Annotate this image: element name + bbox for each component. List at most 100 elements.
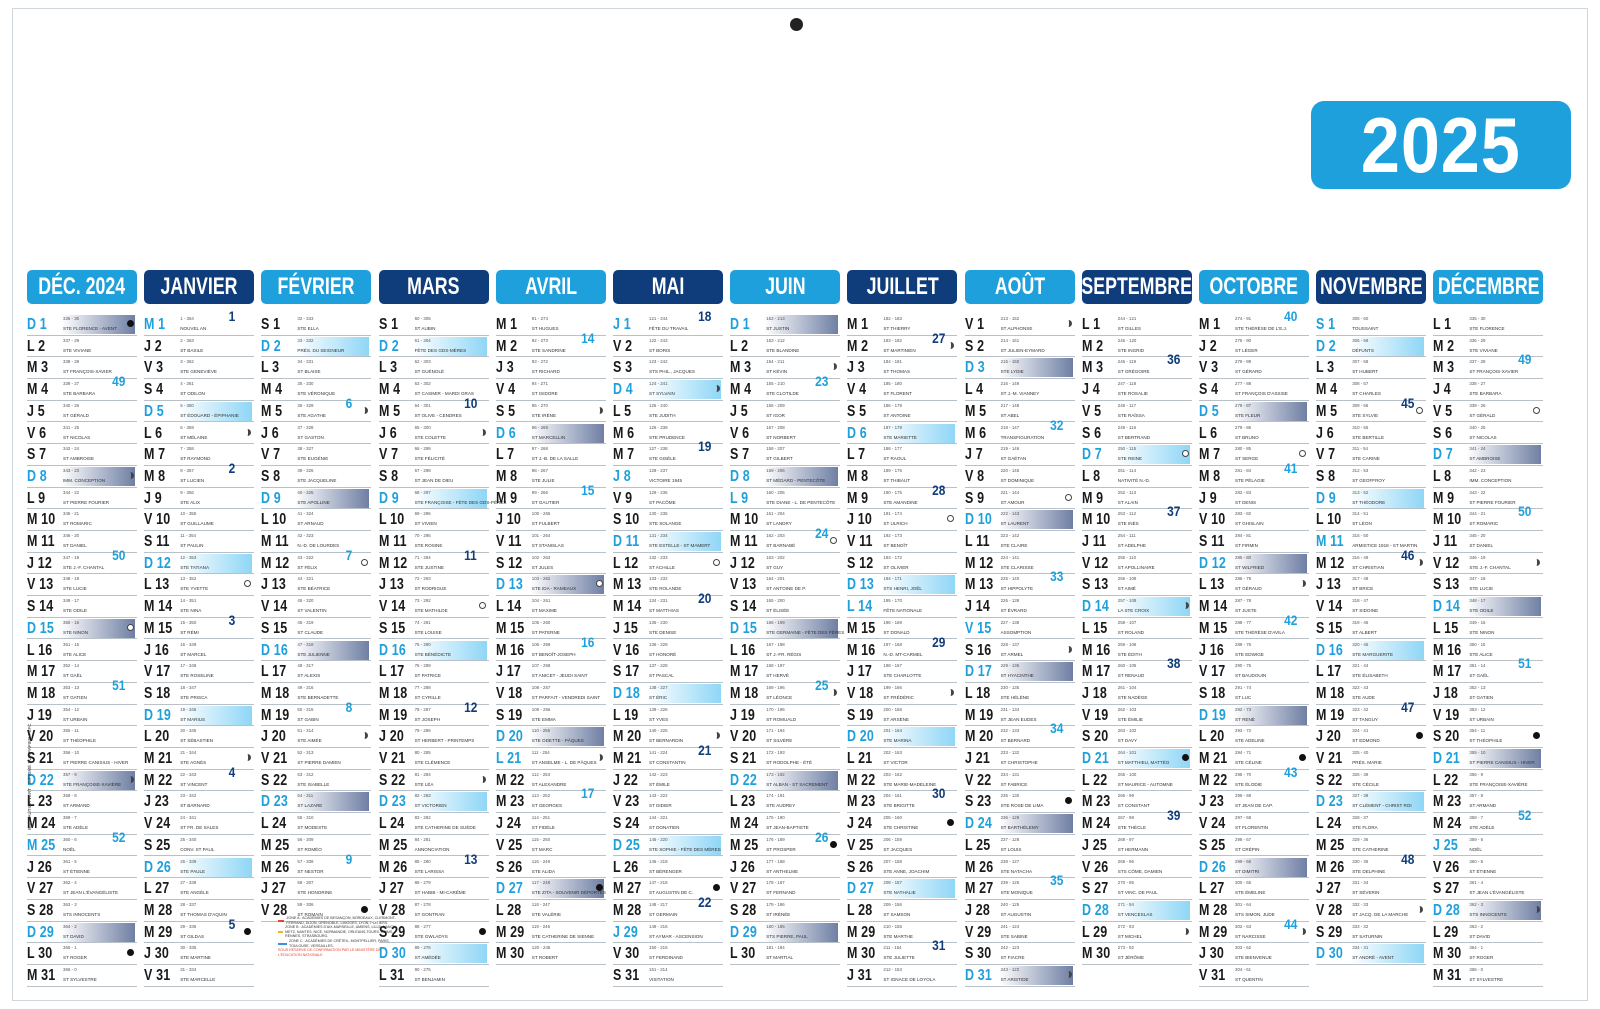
saint-name: STS INNOCENTS bbox=[1469, 911, 1507, 917]
day-label: S 8 bbox=[1316, 467, 1336, 485]
saint-name: ST YVES bbox=[649, 716, 669, 722]
day-row: M 10 345 - 21 ST ROMARIC bbox=[27, 509, 137, 531]
day-row: V 17 290 - 75 ST BAUDOUIN bbox=[1199, 661, 1309, 683]
day-label: S 14 bbox=[27, 598, 54, 616]
day-row: J 11 345 - 20 ST DANIEL bbox=[1433, 531, 1544, 553]
day-row: M 11 346 - 20 ST DANIEL bbox=[27, 531, 137, 553]
day-number: 359 - 7 bbox=[63, 815, 77, 821]
saint-name: STE PRISCA bbox=[180, 694, 208, 700]
saint-name: STE FLORENCE bbox=[1469, 326, 1505, 331]
day-number: 291 - 74 bbox=[1235, 684, 1252, 690]
day-number: 353 - 13 bbox=[63, 684, 80, 690]
saint-name: STS HENRI, JOËL bbox=[883, 586, 922, 592]
day-number: 90 - 275 bbox=[414, 967, 431, 972]
day-number: 269 - 96 bbox=[1117, 858, 1134, 864]
month-header: FÉVRIER bbox=[261, 270, 372, 304]
saint-name: ST GÉRAUD bbox=[1235, 586, 1262, 592]
day-row: M 14 134 - 231 ST MATTHIAS 20 bbox=[613, 590, 723, 618]
saint-name: STE MARIETTE bbox=[883, 434, 917, 440]
saint-name: ST JULIEN-EYMARD bbox=[1000, 347, 1045, 353]
moon-phase-icon bbox=[830, 688, 838, 696]
saint-name: ST MAXIME bbox=[531, 608, 557, 614]
day-number: 295 - 70 bbox=[1235, 771, 1252, 777]
day-label: L 8 bbox=[1081, 467, 1101, 485]
day-label: M 9 bbox=[1433, 489, 1455, 507]
day-number: 101 - 264 bbox=[531, 533, 551, 538]
day-row: S 14 349 - 17 STE ODILE bbox=[27, 596, 137, 618]
day-label: D 20 bbox=[495, 728, 523, 746]
day-number: 4 - 361 bbox=[180, 381, 194, 387]
day-number: 259 - 106 bbox=[1117, 641, 1137, 647]
saint-name: STE HÉLÈNE bbox=[1000, 694, 1030, 700]
day-label: L 10 bbox=[261, 511, 287, 529]
day-row: M 22 295 - 70 STE ÉLODIE 43 bbox=[1199, 764, 1309, 792]
day-row: M 7 280 - 85 ST SERGE bbox=[1199, 444, 1309, 466]
saint-name: STE ALICE bbox=[1469, 651, 1493, 657]
day-label: V 14 bbox=[1316, 598, 1343, 616]
day-row: V 6 157 - 208 ST NORBERT bbox=[730, 423, 841, 445]
day-number: 254 - 111 bbox=[1117, 533, 1136, 538]
day-row: L 17 76 - 289 ST PATRICE bbox=[378, 661, 489, 683]
week-number: 37 bbox=[1166, 503, 1181, 520]
saint-name: ST OLIVIER bbox=[883, 564, 909, 570]
day-label: D 16 bbox=[1316, 641, 1344, 659]
day-label: S 26 bbox=[495, 858, 523, 876]
day-number: 343 - 23 bbox=[63, 467, 80, 473]
day-label: V 7 bbox=[378, 446, 398, 464]
month-header: JUIN bbox=[730, 270, 841, 304]
day-number: 71 - 294 bbox=[414, 554, 431, 560]
moon-phase-icon bbox=[1065, 320, 1072, 327]
day-number: 231 - 134 bbox=[1000, 706, 1020, 712]
day-row: M 18 322 - 43 STE AUDE bbox=[1316, 683, 1427, 705]
year-title: 2025 bbox=[1361, 100, 1521, 189]
day-label: L 18 bbox=[964, 684, 990, 702]
day-row: J 18 261 - 104 STE NADÈGE bbox=[1081, 683, 1192, 705]
day-row: J 10 191 - 174 ST ULRICH bbox=[847, 509, 958, 531]
day-row: S 1 60 - 305 ST AUBIN bbox=[378, 314, 489, 336]
saint-name: ST GHISLAIN bbox=[1235, 521, 1264, 527]
week-number: 23 bbox=[815, 373, 829, 390]
day-row: M 26 238 - 127 STE NATACHA bbox=[964, 857, 1075, 879]
day-row: J 28 240 - 125 ST AUGUSTIN bbox=[964, 900, 1075, 922]
day-row: L 13 13 - 352 STE YVETTE bbox=[144, 574, 255, 597]
moon-phase-icon bbox=[596, 406, 603, 414]
day-label: L 8 bbox=[1433, 467, 1452, 485]
day-number: 44 - 321 bbox=[297, 576, 314, 582]
saint-name: STE NINON bbox=[1469, 629, 1495, 635]
day-label: M 19 bbox=[1316, 706, 1345, 724]
day-number: 178 - 187 bbox=[766, 880, 785, 886]
day-row: M 30 211 - 154 STE JULIETTE 31 bbox=[847, 937, 958, 965]
day-row: M 26 57 - 308 ST NESTOR 9 bbox=[261, 851, 372, 879]
day-label: V 30 bbox=[613, 945, 640, 963]
day-number: 155 - 210 bbox=[766, 381, 785, 387]
saint-name: STE CLAIRE bbox=[1000, 543, 1028, 548]
saint-name: ST FLORENTIN bbox=[1235, 825, 1269, 831]
day-label: J 18 bbox=[1433, 684, 1459, 702]
day-row: S 21 172 - 193 ST RODOLPHE - ÉTÉ bbox=[730, 748, 841, 770]
day-number: 247 - 118 bbox=[1117, 381, 1137, 387]
day-number: 260 - 105 bbox=[1117, 663, 1137, 669]
weekend-shade bbox=[647, 532, 721, 551]
day-row: L 2 337 - 29 STE VIVIANE bbox=[27, 336, 137, 358]
saint-name: STE MARCELLE bbox=[180, 977, 216, 982]
day-row: M 17 168 - 197 ST HERVÉ bbox=[730, 661, 841, 683]
saint-name: ST BAUDOUIN bbox=[1235, 673, 1267, 679]
saint-name: STE ROSALIE bbox=[1117, 391, 1148, 397]
day-label: S 29 bbox=[378, 923, 405, 941]
saint-name: ST ANDRÉ - AVENT bbox=[1352, 955, 1394, 961]
day-row: L 2 153 - 212 STE BLANDINE bbox=[730, 336, 841, 358]
day-row: L 9 160 - 205 STE DIANE - L. DE PENTECÔTE bbox=[730, 488, 841, 510]
day-number: 65 - 300 bbox=[414, 424, 431, 430]
day-label: S 8 bbox=[261, 467, 281, 485]
day-number: 43 - 322 bbox=[297, 554, 314, 560]
day-label: D 9 bbox=[1316, 489, 1337, 507]
day-label: D 6 bbox=[847, 424, 868, 442]
day-label: V 19 bbox=[1081, 706, 1109, 724]
saint-name: ST NICOLAS bbox=[1469, 434, 1497, 440]
weekend-shade bbox=[61, 922, 135, 942]
day-row: M 19 50 - 315 ST GABIN 8 bbox=[261, 699, 372, 727]
day-number: 113 - 252 bbox=[531, 793, 551, 799]
saint-name: ST ABEL bbox=[1000, 412, 1020, 418]
day-row: L 18 230 - 135 STE HÉLÈNE bbox=[964, 683, 1075, 705]
day-row: S 28 363 - 3 STS INNOCENTS bbox=[27, 900, 137, 922]
